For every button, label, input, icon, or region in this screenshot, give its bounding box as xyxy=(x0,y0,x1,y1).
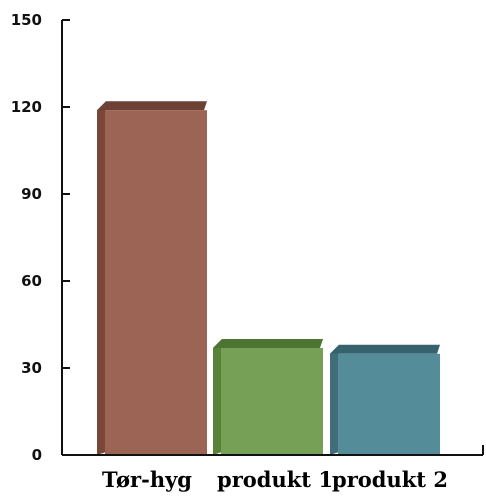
bar xyxy=(97,101,207,455)
y-tick-label: 60 xyxy=(21,272,42,290)
y-tick-label: 90 xyxy=(21,185,42,203)
bar-front-face xyxy=(221,348,323,455)
y-tick-label: 120 xyxy=(11,98,42,116)
bar-front-face xyxy=(105,110,207,455)
bar-side-face xyxy=(97,101,106,455)
bar-front-face xyxy=(338,353,440,455)
x-category-label: produkt 2 xyxy=(332,467,448,492)
y-axis: 0 30 60 90 120 150 xyxy=(11,11,70,464)
bar xyxy=(213,339,323,455)
bars xyxy=(97,101,440,455)
bar-top-face xyxy=(330,344,440,354)
bar-side-face xyxy=(330,344,339,455)
bar xyxy=(330,344,440,455)
y-tick-label: 0 xyxy=(32,446,42,464)
x-category-label: produkt 1 xyxy=(217,467,333,492)
x-category-label: Tør-hyg xyxy=(102,467,192,492)
bar-side-face xyxy=(213,339,222,455)
y-tick-label: 30 xyxy=(21,359,42,377)
bar-top-face xyxy=(213,339,323,348)
x-axis xyxy=(62,445,484,456)
category-labels: Tør-hyg produkt 1 produkt 2 xyxy=(102,467,448,492)
bar-top-face xyxy=(97,101,207,111)
y-tick-label: 150 xyxy=(11,11,42,29)
